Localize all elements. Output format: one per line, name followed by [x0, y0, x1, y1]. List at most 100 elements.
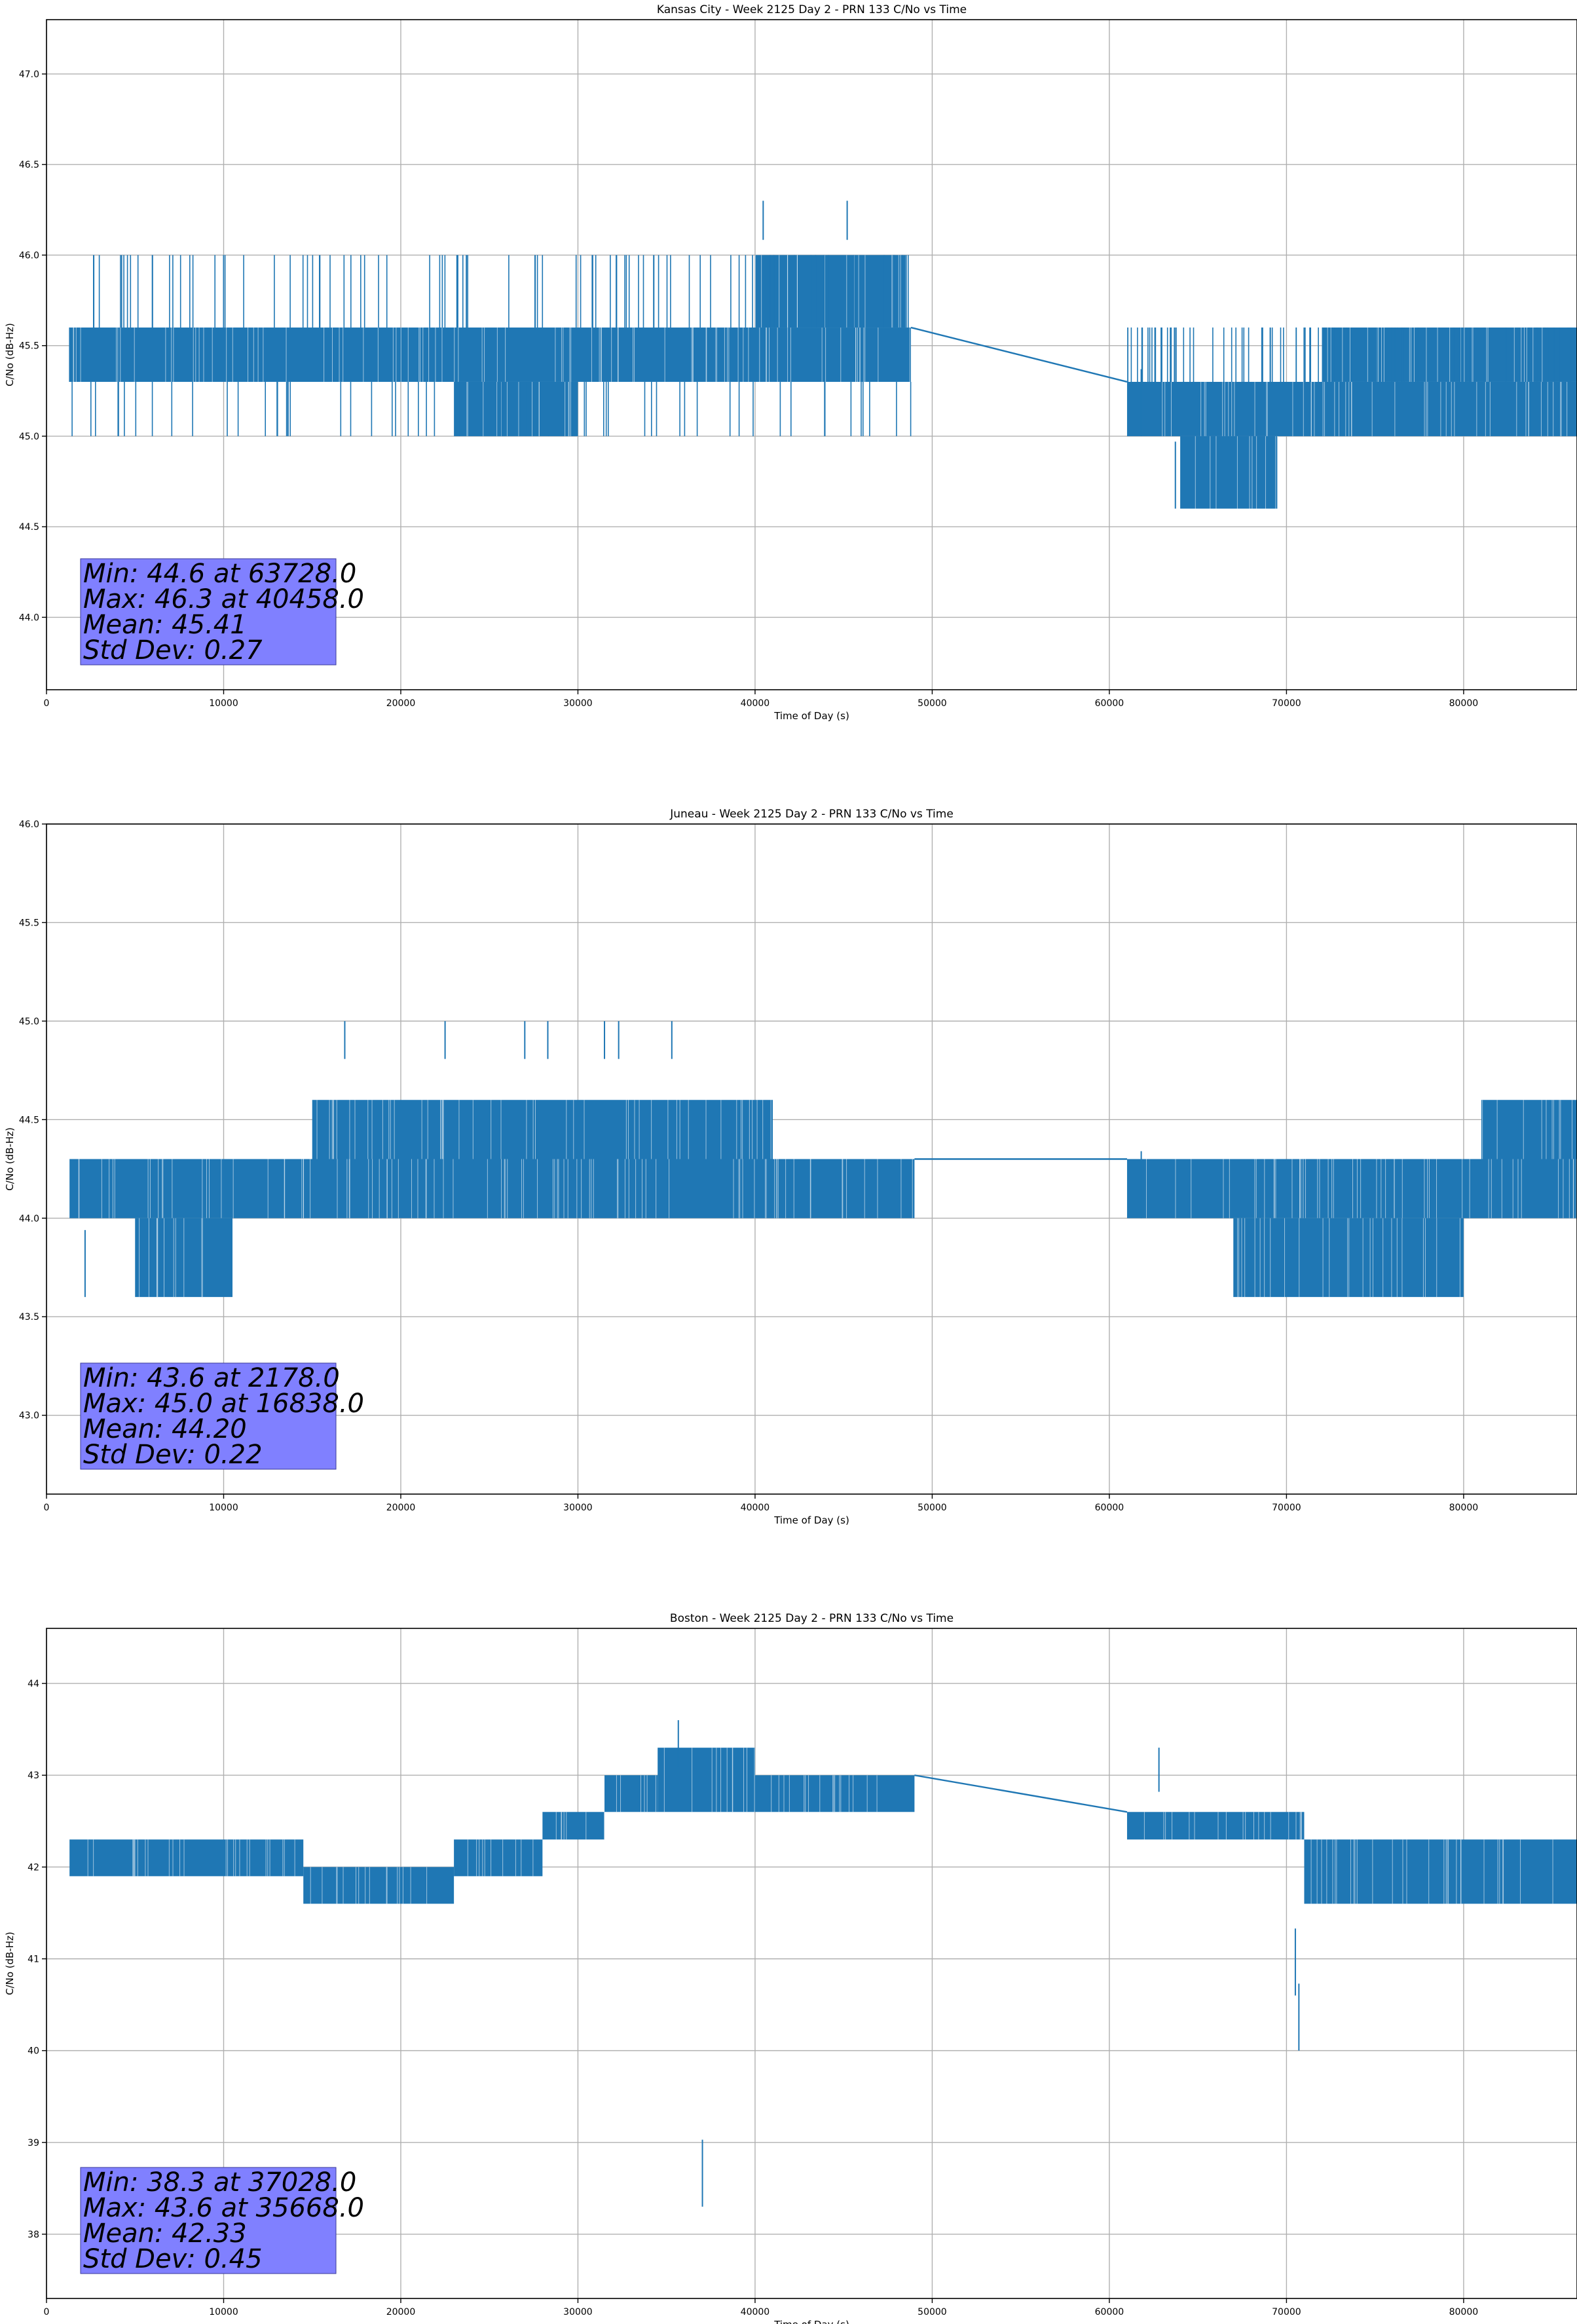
y-tick-label: 38: [28, 2230, 39, 2240]
x-tick-label: 10000: [209, 698, 238, 709]
x-tick-label: 40000: [741, 698, 770, 709]
x-tick-label: 50000: [918, 1503, 947, 1513]
stats-line: Std Dev: 0.27: [83, 635, 263, 665]
stats-line: Mean: 42.33: [83, 2219, 247, 2249]
x-tick-label: 30000: [563, 1503, 593, 1513]
y-tick-label: 40: [28, 2046, 39, 2057]
x-axis-label: Time of Day (s): [773, 2319, 849, 2324]
y-tick-label: 42: [28, 1862, 39, 1873]
band-fill-8: [1304, 1839, 1577, 1904]
band-fill-3: [1126, 1159, 1577, 1218]
x-tick-label: 0: [44, 2307, 50, 2317]
data-series: [69, 1021, 1577, 1298]
stats-line: Mean: 45.41: [83, 610, 247, 640]
y-axis-label: C/No (dB-Hz): [4, 1932, 16, 1995]
band-fill-4: [604, 1775, 658, 1812]
y-axis-label: C/No (dB-Hz): [4, 1127, 16, 1191]
x-tick-label: 40000: [741, 1503, 770, 1513]
x-tick-label: 20000: [386, 698, 416, 709]
axes-frame: [46, 823, 1577, 1495]
axes-frame: [46, 1628, 1577, 2299]
y-tick-label: 43.5: [19, 1312, 39, 1322]
y-axis: 43.0 43.5 44.0 44.5 45.0 45.5 46.0 C/No (dB-Hz): [4, 819, 46, 1421]
y-tick-label: 44: [28, 1679, 39, 1689]
spike-strokes: [69, 255, 1572, 436]
stats-box-background: [80, 1362, 337, 1470]
band-fill-2: [454, 1839, 543, 1877]
x-tick-label: 30000: [563, 2307, 593, 2317]
x-tick-label: 30000: [563, 698, 593, 709]
y-tick-label: 45.5: [19, 918, 39, 928]
x-axis: 0 10000 20000 30000 40000 50000 60000 70000 8000…: [44, 690, 1479, 722]
x-tick-label: 10000: [209, 1503, 238, 1513]
gap-connector-line: [914, 1774, 1128, 1813]
stats-box-background: [80, 2167, 337, 2274]
y-tick-label: 45.0: [19, 432, 39, 442]
x-tick-label: 20000: [386, 2307, 416, 2317]
x-tick-label: 60000: [1095, 2307, 1124, 2317]
x-axis-label: Time of Day (s): [773, 710, 849, 722]
chart-panel-0: Kansas City - Week 2125 Day 2 - PRN 133 …: [4, 3, 1577, 722]
y-tick-label: 46.0: [19, 819, 39, 830]
y-tick-label: 43: [28, 1771, 39, 1781]
stats-line: Min: 38.3 at 37028.0: [83, 2167, 356, 2198]
stats-line: Std Dev: 0.45: [83, 2244, 263, 2274]
x-tick-label: 60000: [1095, 698, 1124, 709]
x-tick-label: 40000: [741, 2307, 770, 2317]
x-tick-label: 70000: [1272, 1503, 1301, 1513]
chart-panel-2: Boston - Week 2125 Day 2 - PRN 133 C/No …: [4, 1612, 1577, 2324]
x-tick-label: 80000: [1449, 698, 1479, 709]
data-series: [69, 200, 1577, 509]
y-tick-label: 44.5: [19, 522, 39, 533]
stats-line: Min: 44.6 at 63728.0: [83, 559, 356, 589]
x-tick-label: 10000: [209, 2307, 238, 2317]
y-tick-label: 47.0: [19, 69, 39, 80]
y-tick-label: 44.5: [19, 1115, 39, 1125]
y-axis-label: C/No (dB-Hz): [4, 323, 16, 386]
x-tick-label: 0: [44, 1503, 50, 1513]
chart-title: Kansas City - Week 2125 Day 2 - PRN 133 …: [657, 3, 967, 16]
x-tick-label: 70000: [1272, 2307, 1301, 2317]
y-tick-label: 45.5: [19, 341, 39, 352]
x-tick-label: 50000: [918, 698, 947, 709]
band-fill-4: [1233, 1218, 1464, 1298]
stats-line: Std Dev: 0.22: [83, 1440, 263, 1470]
y-tick-label: 44.0: [19, 1214, 39, 1224]
stats-box-background: [80, 558, 337, 665]
x-axis-label: Time of Day (s): [773, 1514, 849, 1526]
chart-title: Boston - Week 2125 Day 2 - PRN 133 C/No …: [670, 1612, 954, 1625]
y-tick-label: 44.0: [19, 612, 39, 623]
x-tick-label: 50000: [918, 2307, 947, 2317]
band-fill-3: [542, 1812, 605, 1840]
band-fill-5: [1481, 1100, 1577, 1159]
x-axis: 0 10000 20000 30000 40000 50000 60000 70000 8000…: [44, 1494, 1479, 1526]
band-fill-2: [454, 381, 578, 436]
x-tick-label: 80000: [1449, 1503, 1479, 1513]
axes-frame: [46, 19, 1577, 690]
band-fill-2: [312, 1100, 773, 1159]
y-axis: 44.0 44.5 45.0 45.5 46.0 46.5 47.0 C/No (dB-Hz): [4, 69, 46, 623]
stats-line: Max: 45.0 at 16838.0: [83, 1389, 364, 1419]
stats-line: Max: 43.6 at 35668.0: [83, 2193, 364, 2223]
x-tick-label: 0: [44, 698, 50, 709]
band-fill-5: [658, 1748, 755, 1812]
y-tick-label: 45.0: [19, 1017, 39, 1027]
x-tick-label: 60000: [1095, 1503, 1124, 1513]
data-series: [69, 1720, 1577, 2207]
y-tick-label: 46.5: [19, 160, 39, 170]
y-tick-label: 41: [28, 1954, 39, 1964]
band-fill-0: [69, 328, 911, 382]
band-fill-0: [69, 1839, 304, 1877]
band-fill-3: [754, 255, 906, 328]
x-tick-label: 20000: [386, 1503, 416, 1513]
y-tick-label: 39: [28, 2138, 39, 2148]
stats-line: Max: 46.3 at 40458.0: [83, 584, 364, 614]
x-tick-label: 80000: [1449, 2307, 1479, 2317]
band-fill-5: [1180, 436, 1278, 509]
y-axis: 38 39 40 41 42 43 44 C/No (dB-Hz): [4, 1679, 46, 2240]
y-tick-label: 43.0: [19, 1411, 39, 1421]
